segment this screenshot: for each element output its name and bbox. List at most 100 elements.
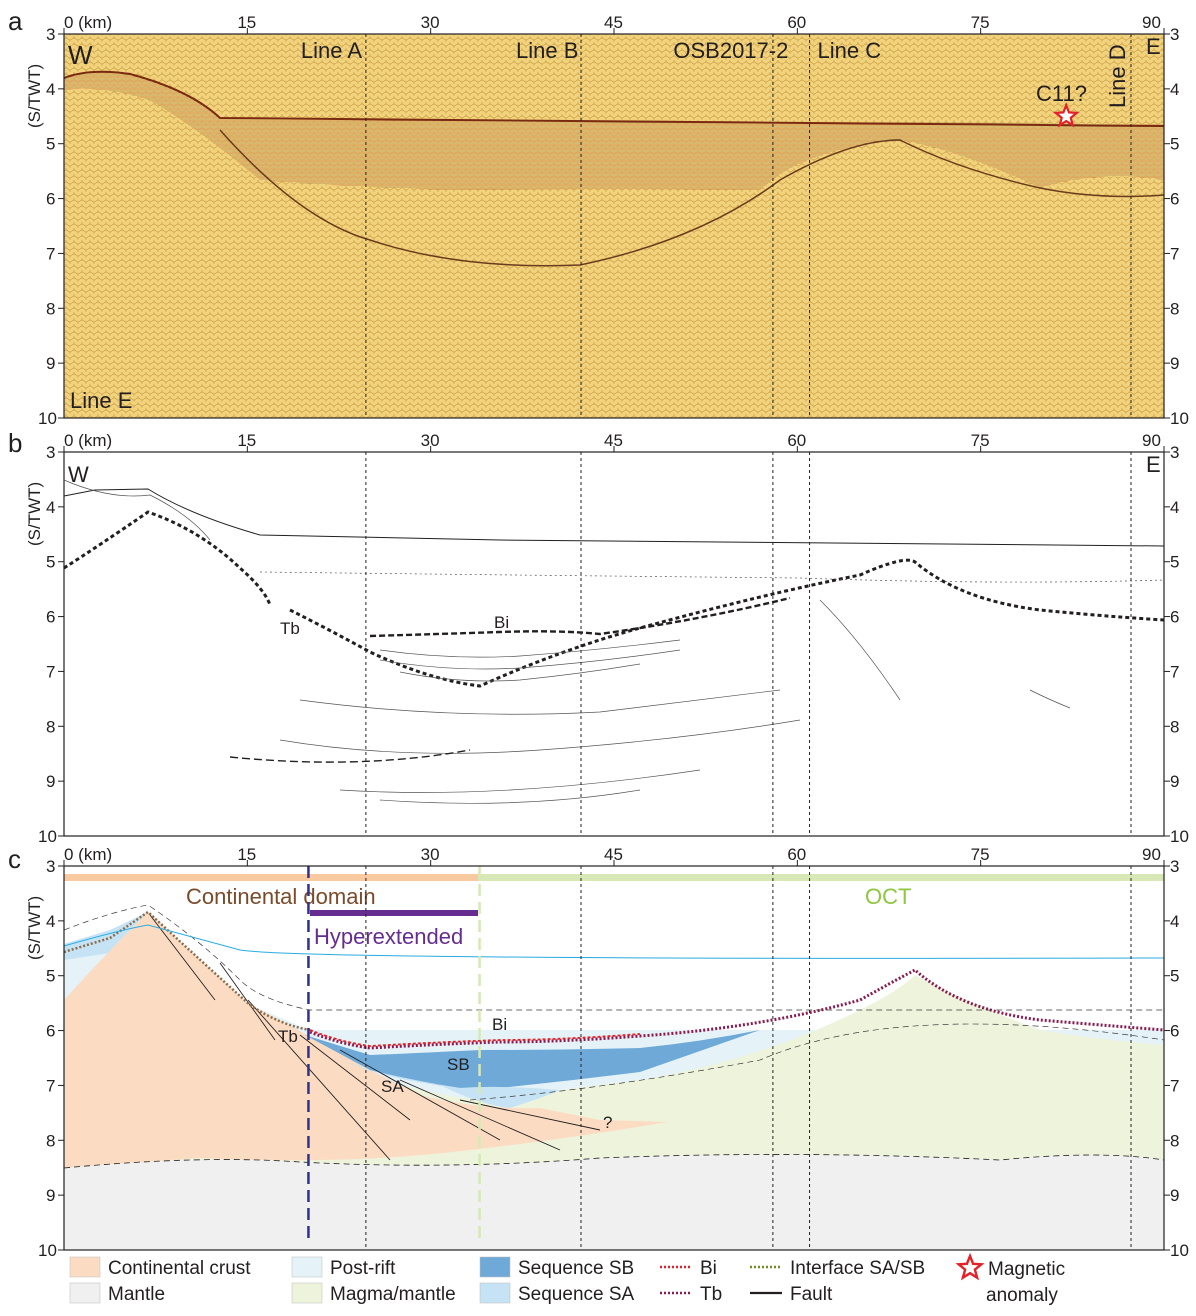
panel-b-west: W: [68, 462, 89, 487]
crossing-line-label: Line A: [301, 38, 362, 63]
hyperextended-label: Hyperextended: [314, 924, 463, 949]
crossing-line-label: Line D: [1105, 44, 1130, 108]
continental-domain-label: Continental domain: [186, 884, 376, 909]
mantle-fill: [64, 1154, 1164, 1250]
legend-label: Tb: [700, 1284, 722, 1305]
y-tick-label-right: 5: [1170, 967, 1179, 986]
oct-domain-label: OCT: [865, 884, 911, 909]
y-tick-label-left: 10: [38, 1241, 57, 1260]
panel-a-east: E: [1146, 34, 1161, 59]
fault-lines: [149, 914, 601, 1161]
legend-swatch: [479, 1256, 511, 1278]
legend-item-continental-crust: Continental crust: [69, 1256, 251, 1279]
panel-b-y-axis-label: (S/TWT): [25, 482, 44, 546]
y-tick-label-right: 10: [1170, 827, 1189, 846]
y-tick-label-right: 7: [1170, 1076, 1179, 1095]
panel-c-y-axis-label: (S/TWT): [25, 896, 44, 960]
legend-item-interface-sa-sb: Interface SA/SB: [750, 1258, 925, 1279]
legend-item-mantle: Mantle: [69, 1282, 165, 1305]
y-tick-label-left: 8: [46, 717, 55, 736]
y-tick-label-left: 7: [46, 244, 55, 263]
y-tick-label-left: 5: [46, 967, 55, 986]
crossing-line-label: Line B: [516, 38, 578, 63]
legend-label: Continental crust: [108, 1258, 251, 1279]
y-tick-label-left: 4: [46, 80, 55, 99]
hyperextended-bar: [310, 910, 478, 916]
y-tick-label-left: 3: [46, 857, 55, 876]
y-tick-label-left: 6: [46, 190, 55, 209]
legend-label: Sequence SB: [518, 1258, 634, 1279]
legend-label: Bi: [700, 1258, 717, 1279]
panel-b-frame: [63, 451, 1165, 837]
panel-c-question-label: ?: [603, 1113, 612, 1132]
panel-c-sb-label: SB: [447, 1055, 470, 1074]
legend-swatch: [69, 1282, 101, 1304]
y-tick-label-right: 8: [1170, 1131, 1179, 1150]
y-tick-label-right: 6: [1170, 608, 1179, 627]
legend-item-magnetic-anomaly: Magnetic anomaly: [955, 1252, 1065, 1306]
seismic-reflectors: [64, 71, 1164, 190]
legend-item-magma-mantle: Magma/mantle: [291, 1282, 456, 1305]
seafloor-reflector: [63, 70, 1165, 127]
y-tick-label-right: 3: [1170, 857, 1179, 876]
y-tick-label-right: 9: [1170, 354, 1179, 373]
panel-b-interpretation: 0 (km) 15 30 45 60 75 903 34 45 56 67 78 89 910 10 b W…: [8, 428, 1189, 846]
legend-item-fault: Fault: [750, 1284, 833, 1305]
y-tick-label-right: 4: [1170, 80, 1179, 99]
x-tick-label: 90: [1142, 845, 1161, 864]
y-tick-label-left: 8: [46, 299, 55, 318]
legend-swatch: [291, 1282, 323, 1304]
y-tick-label-right: 6: [1170, 190, 1179, 209]
panel-a-y-axis-label: (S/TWT): [25, 64, 44, 128]
magnetic-anomaly-label: C11?: [1036, 81, 1087, 106]
sequence-sb-fill: [305, 1030, 760, 1090]
panel-c-sa-label: SA: [381, 1077, 404, 1096]
y-tick-label-right: 5: [1170, 553, 1179, 572]
panel-c-label: c: [8, 844, 21, 874]
tb-reflector-line: [309, 968, 1165, 1050]
tb-reflector-crust: [63, 910, 311, 1032]
bi-reflector: [369, 596, 791, 638]
y-tick-label-left: 6: [46, 1022, 55, 1041]
panel-a-seismic: 0 (km) 15 30 45 60 75 903 34 45 56 67 78 89 910 10 Lin…: [8, 6, 1189, 428]
x-tick-label: 60: [787, 845, 806, 864]
magnetic-anomaly-legend-star-icon: [955, 1252, 985, 1281]
y-tick-label-left: 10: [38, 827, 57, 846]
panel-c-geologic-model: Continental domain OCT Hyperextended Tb …: [8, 844, 1189, 1260]
legend-swatch: [69, 1256, 101, 1278]
x-tick-label: 60: [787, 13, 806, 32]
x-tick-label: 45: [604, 845, 623, 864]
y-tick-label-left: 5: [46, 135, 55, 154]
y-tick-label-right: 5: [1170, 135, 1179, 154]
panel-c-bi-label: Bi: [492, 1015, 507, 1034]
y-tick-label-right: 6: [1170, 1022, 1179, 1041]
x-tick-label: 75: [971, 845, 990, 864]
x-tick-label: 30: [421, 431, 440, 450]
y-tick-label-left: 9: [46, 1186, 55, 1205]
continental-domain-bar: [64, 874, 478, 881]
panel-b-bi-label: Bi: [494, 613, 509, 632]
crossing-line-label: OSB2017-2: [673, 38, 788, 63]
y-tick-label-left: 9: [46, 354, 55, 373]
legend-swatch: [291, 1256, 323, 1278]
legend-label: Fault: [790, 1284, 833, 1305]
x-tick-label: 0 (km): [64, 431, 112, 450]
x-tick-label: 15: [237, 845, 256, 864]
x-tick-label: 60: [787, 431, 806, 450]
legend-item-sequence-sb: Sequence SB: [479, 1256, 634, 1279]
legend-swatch: [479, 1282, 511, 1304]
y-tick-label-left: 3: [46, 25, 55, 44]
y-tick-label-right: 10: [1170, 1241, 1189, 1260]
y-tick-label-right: 4: [1170, 912, 1179, 931]
panel-b-tb-label: Tb: [280, 619, 300, 638]
seismic-image: [64, 34, 1164, 418]
tb-reflector: [289, 558, 1165, 688]
legend-label: Sequence SA: [518, 1284, 635, 1305]
y-tick-label-left: 3: [46, 443, 55, 462]
crossing-line-label: Line C: [818, 38, 882, 63]
panel-c-tb-label: Tb: [278, 1027, 298, 1046]
seafloor-line: [63, 488, 1165, 547]
x-tick-label: 30: [421, 845, 440, 864]
oct-internal-line: [469, 1023, 1165, 1101]
